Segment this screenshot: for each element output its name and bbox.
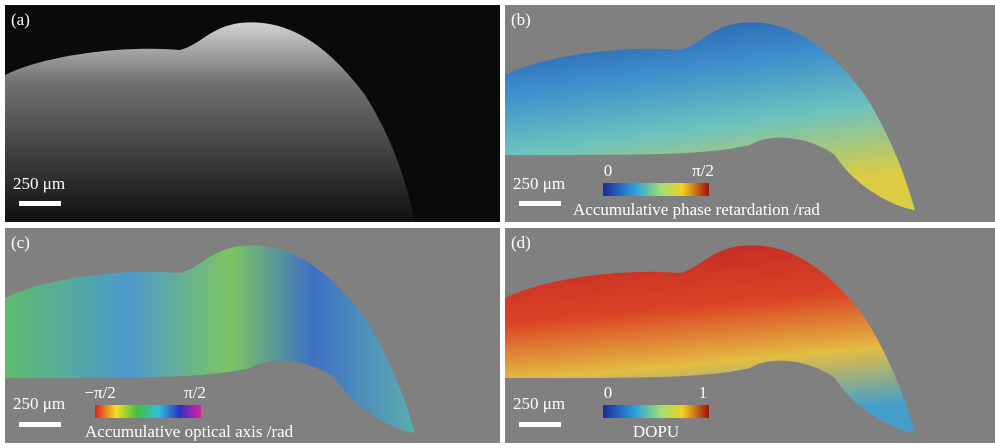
colorbar <box>95 405 201 418</box>
tissue-image <box>5 22 415 222</box>
scale-bar-label: 250 μm <box>13 394 65 413</box>
colorbar-max-label: 1 <box>699 383 708 402</box>
colorbar-title: Accumulative phase retardation /rad <box>573 200 820 219</box>
panel: (b) 250 μm 0 π/2 Accumulative phase retardat… <box>505 5 995 222</box>
panel: (d) 250 μm 0 1 DOPU <box>505 228 995 443</box>
tissue-image <box>5 245 415 433</box>
panel: (c) 250 μm −π/2 π/2 Accumulative optical axi… <box>5 228 500 443</box>
colorbar <box>603 405 709 418</box>
scale-bar <box>519 422 561 427</box>
tissue-image <box>505 22 915 210</box>
scale-bar-label: 250 μm <box>513 394 565 413</box>
panel-label: (b) <box>511 10 531 29</box>
scale-bar <box>19 422 61 427</box>
panel-label: (d) <box>511 233 531 252</box>
colorbar-max-label: π/2 <box>184 383 206 402</box>
panel-label: (a) <box>11 10 30 29</box>
tissue-image <box>505 245 915 433</box>
colorbar-title: DOPU <box>633 422 679 441</box>
panel-label: (c) <box>11 233 30 252</box>
colorbar-min-label: 0 <box>604 383 613 402</box>
scale-bar <box>519 201 561 206</box>
colorbar-title: Accumulative optical axis /rad <box>85 422 294 441</box>
scale-bar-label: 250 μm <box>13 174 65 193</box>
colorbar-min-label: 0 <box>604 161 613 180</box>
panel: (a) 250 μm <box>5 5 500 222</box>
colorbar-max-label: π/2 <box>692 161 714 180</box>
scale-bar <box>19 201 61 206</box>
scale-bar-label: 250 μm <box>513 174 565 193</box>
colorbar <box>603 183 709 196</box>
colorbar-min-label: −π/2 <box>84 383 115 402</box>
